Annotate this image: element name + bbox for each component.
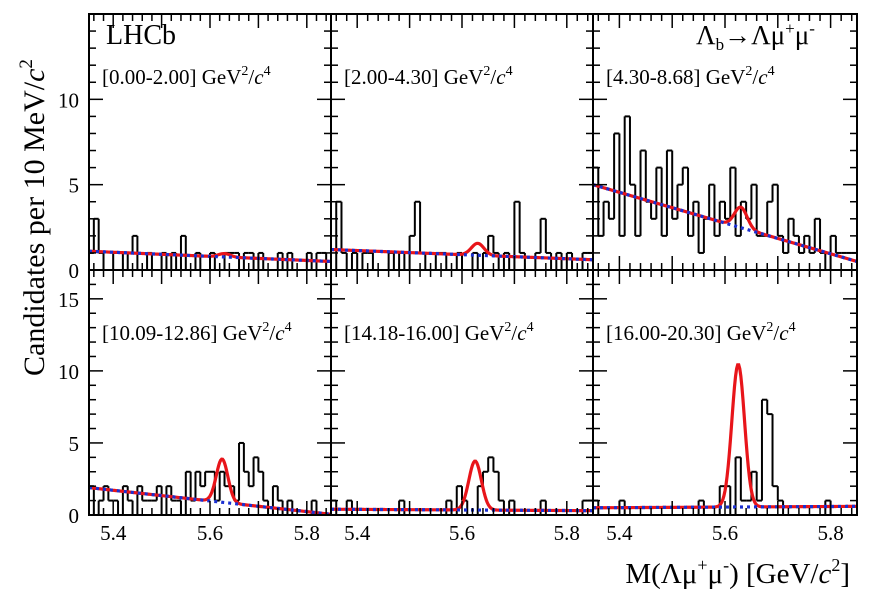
y-tick-label: 15 [58, 288, 79, 312]
q2-bin-label: [10.09-12.86] GeV2/c4 [102, 320, 292, 345]
y-tick-label: 10 [58, 88, 79, 112]
panels-layer: [0.00-2.00] GeV2/c4 [2.00-4.30] GeV2/c4 [4… [58, 13, 858, 545]
x-tick-label: 5.8 [294, 521, 320, 545]
panel-2: [2.00-4.30] GeV2/c4 [330, 13, 594, 271]
panel-frame [88, 13, 332, 271]
background-fit-curve [331, 507, 594, 513]
background-fit-curve [330, 247, 594, 262]
panel-4: [10.09-12.86] GeV2/c4 [88, 269, 332, 516]
panel-5: [14.18-16.00] GeV2/c4 [330, 269, 594, 516]
x-tick-label: 5.8 [817, 521, 843, 545]
panel-6: [16.00-20.30] GeV2/c4 [592, 269, 858, 516]
panel-frame [330, 13, 594, 271]
q2-bin-label: [16.00-20.30] GeV2/c4 [606, 320, 796, 345]
y-tick-label: 5 [69, 174, 80, 198]
experiment-label: LHCb [106, 20, 176, 51]
q2-bin-label: [4.30-8.68] GeV2/c4 [606, 64, 775, 89]
panel-frame [88, 269, 332, 516]
background-fit-curve [593, 504, 858, 510]
q2-bin-label: [2.00-4.30] GeV2/c4 [344, 64, 513, 89]
x-tick-label: 5.8 [554, 521, 580, 545]
x-tick-label: 5.6 [197, 521, 223, 545]
total-fit-curve [593, 363, 858, 510]
background-fit-curve [88, 486, 332, 516]
q2-bin-label: [14.18-16.00] GeV2/c4 [344, 320, 534, 345]
y-tick-label: 5 [69, 432, 80, 456]
y-tick-label: 0 [69, 259, 80, 283]
total-fit-curve [592, 183, 858, 264]
panel-frame [592, 269, 858, 516]
y-tick-label: 10 [58, 360, 79, 384]
x-tick-label: 5.4 [100, 521, 127, 545]
panel-frame [330, 269, 594, 516]
x-tick-label: 5.6 [449, 521, 475, 545]
decay-label: Λb→Λμ+μ- [696, 19, 815, 54]
q2-bin-label: [0.00-2.00] GeV2/c4 [102, 64, 271, 89]
x-axis-title: M(Λμ+μ-) [GeV/c2] [625, 555, 850, 590]
y-tick-label: 0 [69, 504, 80, 528]
panel-1: [0.00-2.00] GeV2/c4 [88, 13, 332, 271]
x-tick-label: 5.4 [606, 521, 633, 545]
x-tick-label: 5.4 [344, 521, 371, 545]
total-fit-curve [88, 457, 332, 516]
x-tick-label: 5.6 [712, 521, 738, 545]
panel-3: [4.30-8.68] GeV2/c4 [592, 13, 858, 271]
y-axis-title: Candidates per 10 MeV/c2 [16, 59, 51, 376]
panel-frame [592, 13, 858, 271]
